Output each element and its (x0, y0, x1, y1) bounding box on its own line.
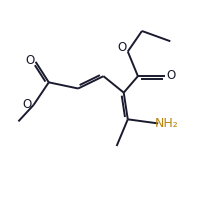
Text: O: O (22, 98, 31, 111)
Text: O: O (167, 69, 176, 82)
Text: O: O (118, 41, 127, 54)
Text: O: O (25, 54, 34, 67)
Text: NH₂: NH₂ (155, 117, 179, 130)
